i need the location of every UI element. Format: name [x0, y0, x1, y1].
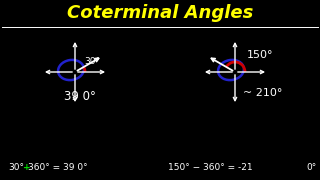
- Text: 30°: 30°: [84, 57, 100, 66]
- Text: ~ 210°: ~ 210°: [243, 88, 282, 98]
- Text: +: +: [23, 163, 31, 172]
- Text: 30°: 30°: [8, 163, 24, 172]
- Text: 150°: 150°: [247, 50, 274, 60]
- Text: Coterminal Angles: Coterminal Angles: [67, 4, 253, 22]
- Text: 150° − 360° = -21: 150° − 360° = -21: [168, 163, 252, 172]
- Text: 0°: 0°: [306, 163, 316, 172]
- Text: 39 0°: 39 0°: [64, 90, 96, 103]
- Text: 360° = 39 0°: 360° = 39 0°: [28, 163, 88, 172]
